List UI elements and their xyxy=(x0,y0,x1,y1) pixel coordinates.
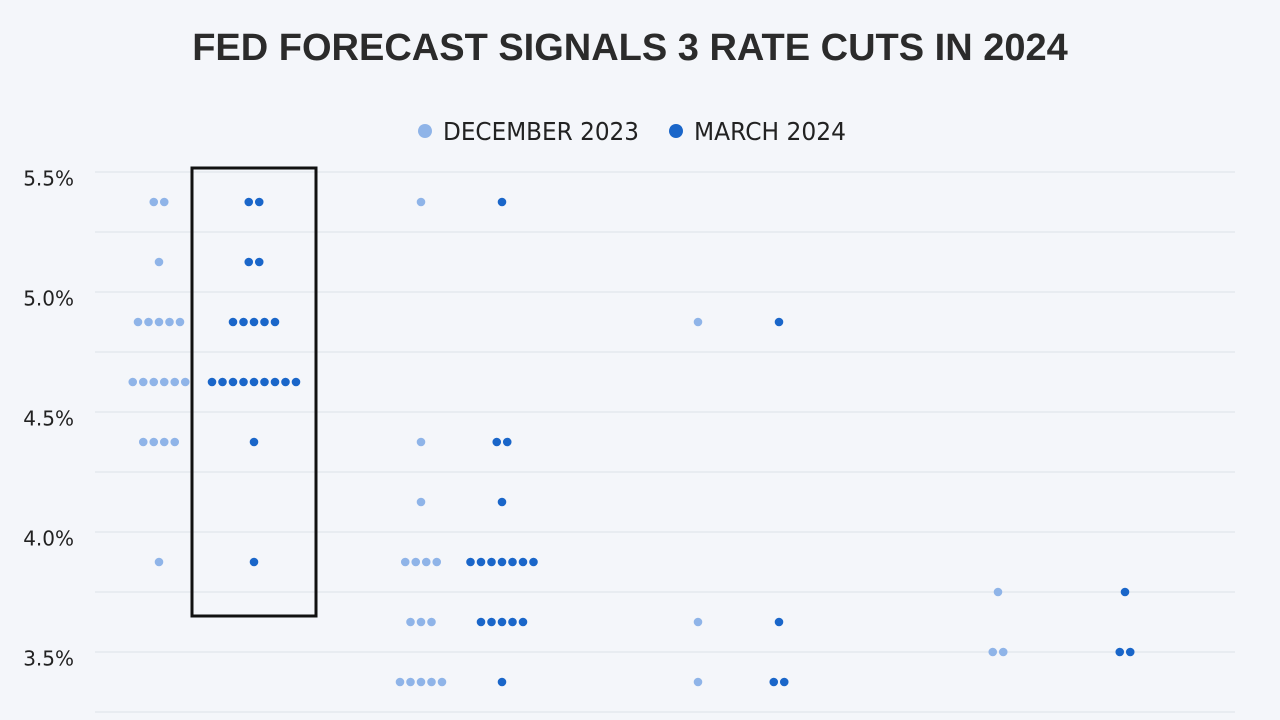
dot xyxy=(487,617,496,627)
dot xyxy=(529,557,538,567)
dot xyxy=(239,377,248,387)
y-tick-label: 4.5% xyxy=(23,407,74,431)
legend-label: MARCH 2024 xyxy=(694,117,846,146)
dot xyxy=(779,677,789,687)
dot xyxy=(421,557,431,567)
dot xyxy=(518,557,528,567)
dot xyxy=(244,197,254,207)
dot xyxy=(270,377,280,387)
dot xyxy=(518,617,528,627)
dot xyxy=(497,497,507,507)
dot xyxy=(476,617,486,627)
dot xyxy=(249,437,259,447)
dot xyxy=(249,317,259,327)
dot xyxy=(998,647,1008,657)
dot xyxy=(492,437,502,447)
dot xyxy=(159,437,169,447)
dot xyxy=(693,317,703,327)
dot xyxy=(154,557,164,567)
dot xyxy=(769,677,779,687)
dot xyxy=(395,677,405,687)
dot xyxy=(249,557,259,567)
dot xyxy=(128,377,138,387)
dot xyxy=(244,257,254,267)
dot xyxy=(207,377,217,387)
dot xyxy=(260,377,269,387)
dot xyxy=(165,317,174,327)
dot xyxy=(416,197,426,207)
dot xyxy=(149,437,159,447)
dot xyxy=(432,557,442,567)
dot xyxy=(416,437,426,447)
dot xyxy=(487,557,496,567)
dot xyxy=(149,377,159,387)
dot xyxy=(502,437,512,447)
dot xyxy=(497,617,507,627)
dot xyxy=(138,377,148,387)
dot xyxy=(406,677,415,687)
legend-marker xyxy=(418,124,432,138)
y-tick-label: 3.5% xyxy=(23,647,74,671)
dot xyxy=(993,587,1003,597)
dot xyxy=(159,197,169,207)
dot xyxy=(1120,587,1130,597)
dot xyxy=(400,557,410,567)
dot xyxy=(497,677,507,687)
dot xyxy=(260,317,269,327)
dot xyxy=(1125,647,1135,657)
dot xyxy=(693,617,703,627)
dot xyxy=(1115,647,1125,657)
dot xyxy=(154,257,164,267)
dot xyxy=(774,317,784,327)
dot xyxy=(138,437,148,447)
dot xyxy=(154,317,164,327)
dot xyxy=(270,317,280,327)
dot xyxy=(427,677,436,687)
dot xyxy=(988,647,998,657)
dot xyxy=(437,677,447,687)
dot xyxy=(291,377,301,387)
dot xyxy=(149,197,159,207)
y-tick-label: 4.0% xyxy=(23,527,74,551)
dot xyxy=(180,377,190,387)
dot xyxy=(416,497,426,507)
dot xyxy=(228,377,238,387)
dot xyxy=(497,197,507,207)
dot xyxy=(476,557,486,567)
chart-title: FED FORECAST SIGNALS 3 RATE CUTS IN 2024 xyxy=(192,27,1068,69)
dot xyxy=(133,317,143,327)
dot xyxy=(159,377,169,387)
dot xyxy=(144,317,153,327)
legend-marker xyxy=(669,124,683,138)
dot xyxy=(774,617,784,627)
dot xyxy=(281,377,290,387)
dot xyxy=(508,557,517,567)
dot xyxy=(416,617,426,627)
dot xyxy=(218,377,227,387)
dot xyxy=(170,377,180,387)
dot xyxy=(406,617,415,627)
dot xyxy=(249,377,259,387)
y-tick-label: 5.5% xyxy=(23,167,74,191)
dot xyxy=(254,197,264,207)
dot xyxy=(693,677,703,687)
dot xyxy=(466,557,475,567)
dot xyxy=(254,257,264,267)
dot xyxy=(175,317,185,327)
dot xyxy=(239,317,248,327)
dot xyxy=(416,677,426,687)
dot xyxy=(508,617,517,627)
dot xyxy=(497,557,507,567)
dot xyxy=(411,557,421,567)
dot xyxy=(228,317,238,327)
y-tick-label: 5.0% xyxy=(23,287,74,311)
dot xyxy=(170,437,180,447)
dot xyxy=(427,617,436,627)
legend-label: DECEMBER 2023 xyxy=(443,117,639,146)
highlight-box xyxy=(190,166,318,618)
